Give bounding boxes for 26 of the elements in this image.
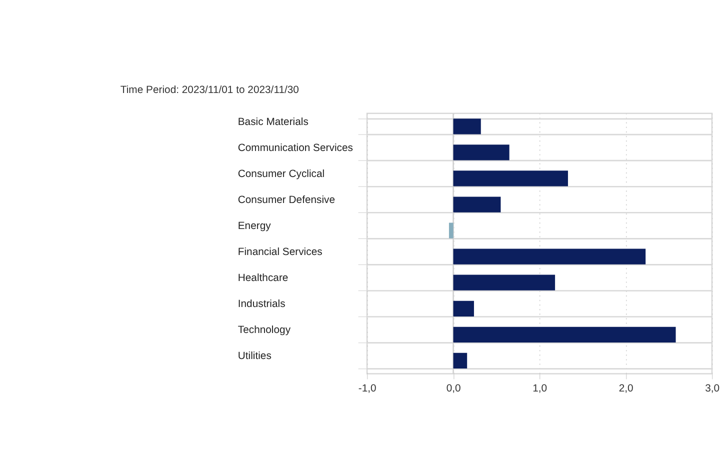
bar — [453, 274, 556, 290]
y-tick-label: Industrials — [238, 299, 286, 310]
y-tick-label: Healthcare — [238, 272, 288, 284]
bar — [448, 222, 454, 238]
x-tick-label: 2,0 — [618, 384, 634, 395]
y-tick-label: Communication Services — [238, 142, 353, 154]
y-tick-label: Basic Materials — [238, 116, 308, 128]
y-tick-label: Consumer Cyclical — [238, 168, 325, 180]
bar — [453, 248, 646, 264]
y-tick-label: Consumer Defensive — [238, 194, 336, 206]
y-tick-label: Utilities — [238, 351, 272, 362]
bar — [453, 196, 501, 212]
text: Time Period: 2023/11/01 to 2023/11/30 — [120, 85, 300, 96]
x-tick-label: -1,0 — [358, 384, 377, 395]
bar — [453, 326, 676, 342]
bar — [453, 300, 474, 316]
x-tick-label: 3,0 — [705, 384, 720, 395]
bar — [453, 352, 468, 369]
y-tick-label: Energy — [238, 220, 272, 232]
y-tick-label: Financial Services — [238, 246, 322, 258]
bar — [453, 118, 481, 134]
bar — [453, 144, 510, 160]
bar — [453, 170, 568, 186]
x-tick-label: 0,0 — [446, 384, 462, 395]
y-tick-label: Technology — [238, 325, 292, 336]
x-tick-label: 1,0 — [532, 384, 548, 395]
